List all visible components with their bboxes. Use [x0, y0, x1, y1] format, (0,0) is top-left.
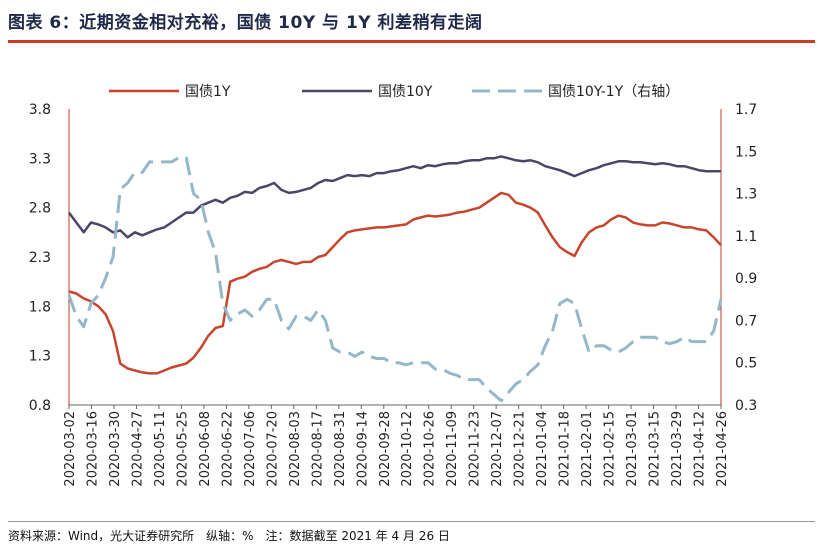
left-tick-label: 2.8 [29, 201, 51, 217]
x-tick-label: 2020-03-02 [63, 411, 78, 487]
right-tick-label: 0.7 [735, 313, 757, 329]
chart-title: 图表 6：近期资金相对充裕，国债 10Y 与 1Y 利差稍有走阔 [8, 13, 483, 33]
left-tick-label: 1.3 [29, 349, 51, 365]
right-tick-label: 0.5 [735, 356, 757, 372]
right-axis: 1.7 1.5 1.3 1.1 0.9 0.7 0.5 0.3 [720, 102, 757, 414]
x-axis: 2020-03-02 2020-03-16 2020-03-30 2020-04-27… [63, 404, 730, 487]
left-tick-label: 1.8 [29, 299, 51, 315]
x-tick-label: 2021-04-26 [715, 411, 730, 487]
line-chart: 国债1Y 国债10Y 国债10Y-1Y（右轴） 3.8 3.3 2.8 2.3 1.8 1.3… [29, 84, 758, 487]
x-tick-label: 2020-08-17 [310, 411, 325, 487]
legend-label-1: 国债1Y [185, 84, 231, 100]
x-tick-label: 2020-10-26 [423, 411, 438, 487]
x-tick-label: 2020-07-20 [265, 411, 280, 487]
x-tick-label: 2021-01-04 [535, 411, 550, 487]
x-tick-label: 2020-05-25 [175, 411, 190, 487]
series-line-2 [67, 155, 721, 239]
left-tick-label: 3.8 [29, 102, 51, 118]
x-tick-label: 2021-02-15 [603, 411, 618, 487]
x-tick-label: 2020-03-16 [85, 411, 100, 487]
right-tick-label: 1.7 [735, 102, 757, 118]
left-tick-label: 3.3 [29, 151, 51, 167]
x-tick-label: 2020-04-27 [130, 411, 145, 487]
right-tick-label: 1.3 [735, 187, 757, 203]
legend-label-3: 国债10Y-1Y（右轴） [548, 84, 679, 100]
x-tick-label: 2020-12-07 [490, 411, 505, 487]
x-tick-label: 2020-06-22 [220, 411, 235, 487]
x-tick-label: 2021-03-15 [648, 411, 663, 487]
legend-label-2: 国债10Y [378, 84, 433, 100]
x-tick-label: 2021-03-01 [625, 411, 640, 487]
x-tick-label: 2020-09-14 [355, 411, 370, 487]
x-tick-label: 2020-10-12 [400, 411, 415, 487]
title-divider [8, 40, 815, 43]
x-tick-label: 2020-03-30 [108, 411, 123, 487]
x-tick-label: 2020-11-23 [468, 411, 483, 487]
x-tick-label: 2020-11-09 [445, 411, 460, 487]
x-tick-label: 2020-08-31 [333, 411, 348, 487]
right-tick-label: 1.5 [735, 144, 757, 160]
right-tick-label: 1.1 [735, 229, 757, 245]
right-tick-label: 0.3 [735, 398, 757, 414]
x-tick-label: 2020-05-11 [153, 411, 168, 487]
x-tick-label: 2021-01-18 [558, 411, 573, 487]
left-axis: 3.8 3.3 2.8 2.3 1.8 1.3 0.8 [29, 102, 70, 414]
left-tick-label: 2.3 [29, 250, 51, 266]
series-layer [67, 155, 723, 403]
x-tick-label: 2020-07-06 [243, 411, 258, 487]
x-tick-label: 2020-09-28 [378, 411, 393, 487]
series-line-1 [68, 191, 722, 375]
source-note: 资料来源：Wind，光大证券研究所 纵轴：% 注：数据截至 2021 年 4 月… [8, 529, 450, 543]
legend: 国债1Y 国债10Y 国债10Y-1Y（右轴） [109, 84, 679, 100]
right-tick-label: 0.9 [735, 271, 757, 287]
footer-divider [8, 521, 815, 522]
x-tick-label: 2020-06-08 [198, 411, 213, 487]
x-tick-label: 2021-02-01 [580, 411, 595, 487]
x-tick-label: 2020-08-03 [288, 411, 303, 487]
left-tick-label: 0.8 [29, 398, 51, 414]
x-tick-label: 2021-03-29 [670, 411, 685, 487]
x-tick-label: 2021-04-12 [693, 411, 708, 487]
series-line-3 [67, 156, 723, 403]
x-tick-label: 2020-12-21 [513, 411, 528, 487]
